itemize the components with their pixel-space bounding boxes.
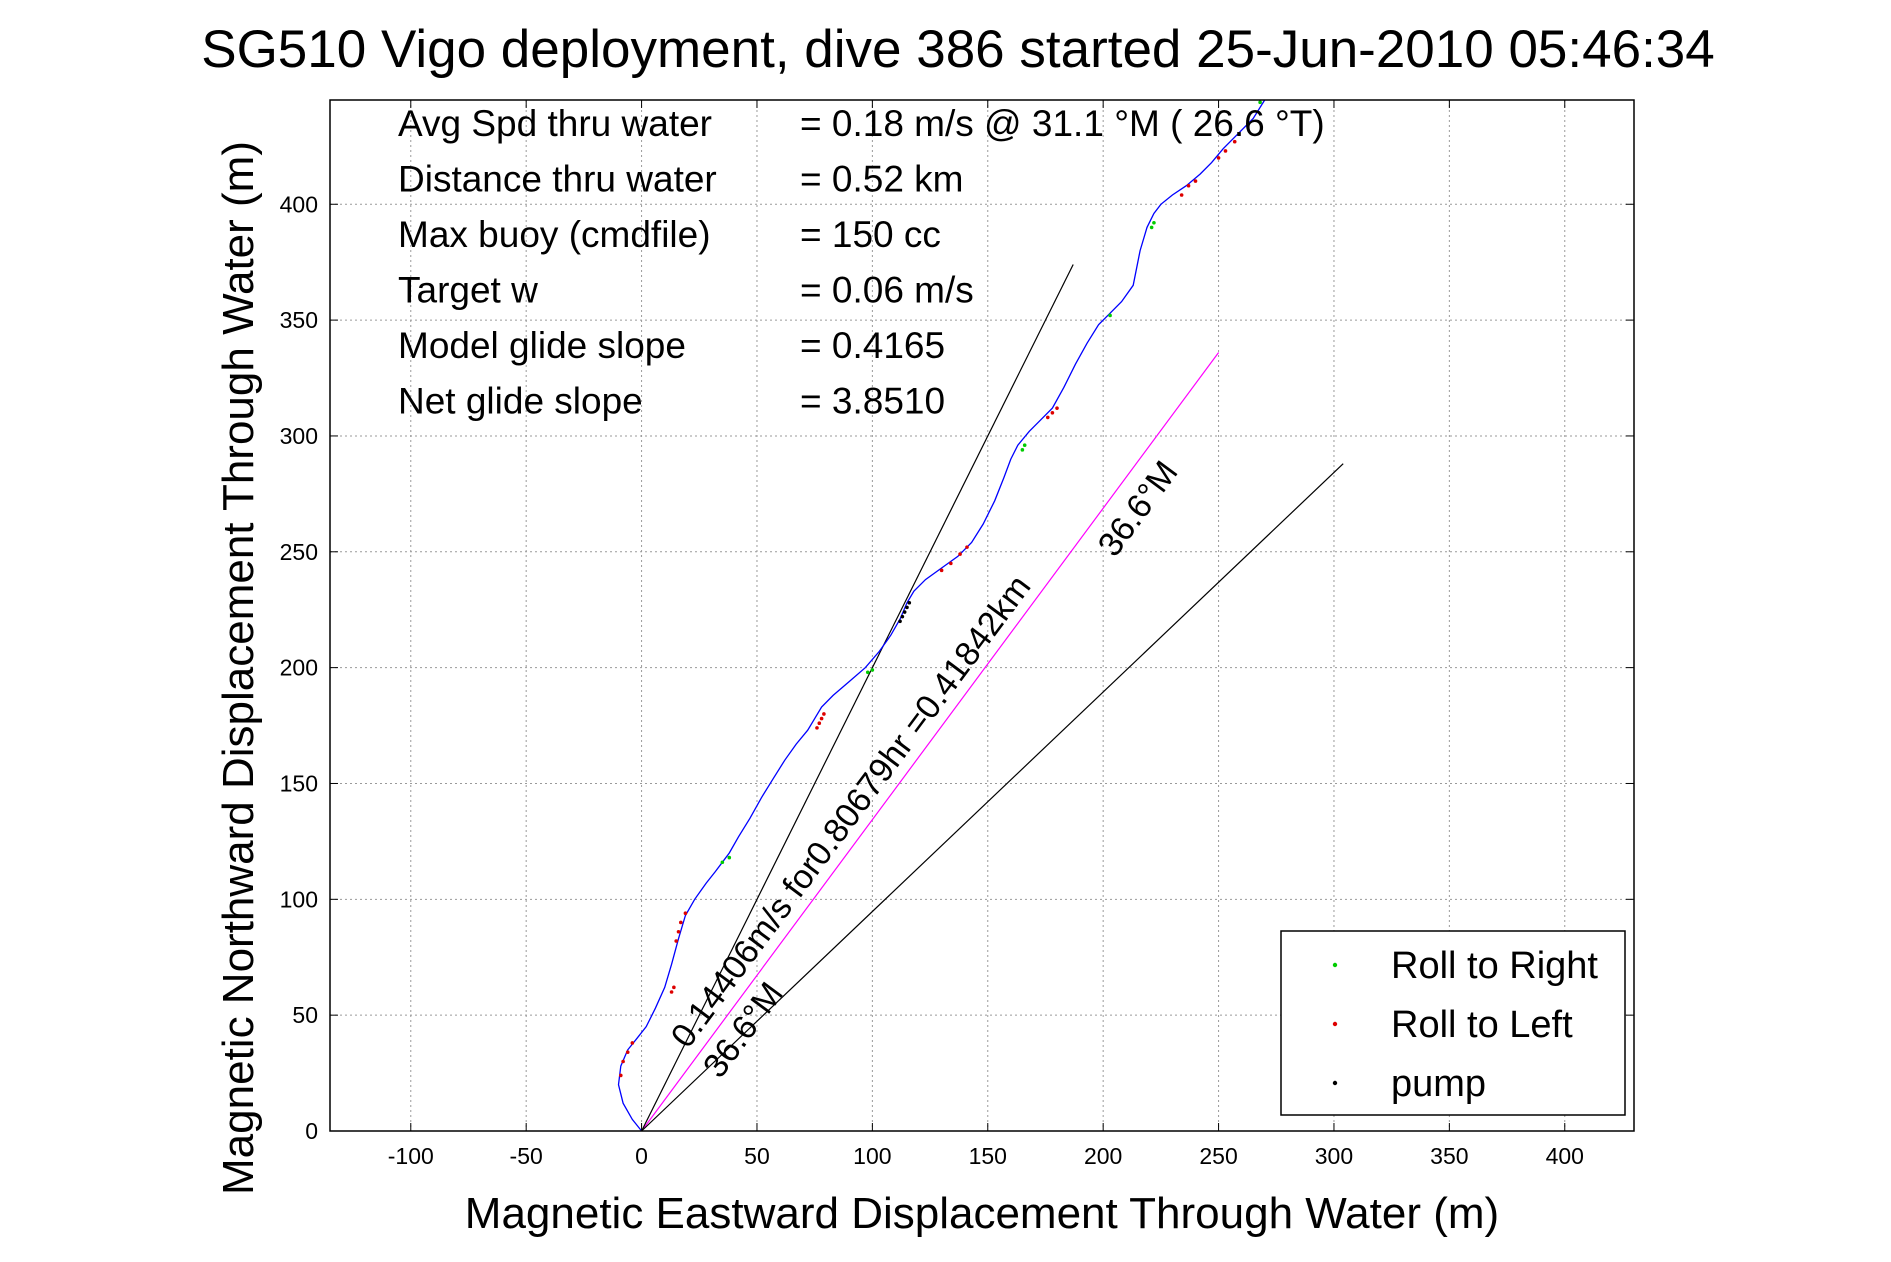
heading-line-upper-line (641, 264, 1074, 1132)
roll-to-right-marker (1020, 448, 1025, 452)
roll-to-right-marker (865, 670, 870, 675)
x-tick-label: 50 (744, 1143, 770, 1169)
roll-to-left-marker (672, 985, 676, 990)
roll-to-left-marker (815, 726, 819, 730)
y-axis-label: Magnetic Northward Displacement Through … (214, 141, 263, 1195)
roll-to-left-marker (1193, 179, 1198, 183)
roll-to-left-marker (817, 721, 822, 726)
info-value: = 0.4165 (800, 325, 945, 366)
x-axis-label: Magnetic Eastward Displacement Through W… (465, 1189, 1499, 1238)
y-tick-label: 0 (305, 1118, 318, 1144)
x-tick-label: 200 (1084, 1143, 1122, 1169)
roll-to-left-marker (1232, 139, 1237, 144)
roll-to-left-marker (965, 545, 969, 549)
roll-to-left-marker (674, 939, 678, 943)
info-value: = 150 cc (800, 214, 941, 255)
roll-to-left-marker (1179, 193, 1184, 197)
info-label: Target w (398, 270, 538, 311)
x-tick-label: -50 (510, 1143, 543, 1169)
x-tick-label: 300 (1315, 1143, 1353, 1169)
y-tick-label: 200 (280, 655, 318, 681)
roll-to-left-marker (669, 990, 674, 994)
x-tick-label: 150 (969, 1143, 1007, 1169)
grid (330, 100, 1634, 1132)
legend-marker (1332, 1080, 1338, 1086)
roll-to-left-marker (949, 561, 953, 566)
roll-to-left-marker (1223, 149, 1228, 153)
roll-to-left-marker (1055, 406, 1059, 410)
x-tick-label: 350 (1430, 1143, 1468, 1169)
roll-to-left-marker (819, 716, 824, 721)
roll-to-right-marker (1108, 313, 1112, 318)
x-tick-label: -100 (388, 1143, 434, 1169)
roll-to-left-marker (1045, 415, 1050, 420)
roll-to-left-marker (958, 552, 962, 556)
roll-to-left-marker (683, 911, 688, 916)
info-value: = 0.52 km (800, 159, 964, 200)
roll-to-left-marker (619, 1073, 623, 1078)
y-tick-label: 400 (280, 191, 318, 217)
info-label: Max buoy (cmdfile) (398, 214, 711, 255)
pump-marker (898, 619, 902, 624)
roll-to-left-marker (625, 1050, 630, 1055)
legend-box (1280, 930, 1626, 1116)
roll-to-left-marker (1216, 156, 1221, 160)
roll-to-left-marker (1050, 410, 1055, 415)
roll-to-right-marker (727, 855, 732, 860)
info-label: Net glide slope (398, 381, 643, 422)
x-tick-label: 100 (853, 1143, 891, 1169)
info-value: = 0.06 m/s (800, 270, 974, 311)
legend-marker (1332, 1021, 1338, 1027)
roll-to-left-marker (679, 920, 683, 925)
pump-marker (902, 610, 907, 614)
pump-marker (907, 600, 912, 605)
y-tick-label: 300 (280, 423, 318, 449)
y-tick-label: 250 (280, 539, 318, 565)
pump-marker (905, 605, 909, 610)
roll-to-right-marker (870, 668, 875, 672)
y-tick-label: 350 (280, 307, 318, 333)
roll-to-left-marker (822, 712, 826, 716)
info-label: Model glide slope (398, 325, 686, 366)
roll-to-left-marker (630, 1041, 635, 1045)
legend-label: Roll to Left (1391, 1004, 1573, 1046)
legend: Roll to Right Roll to Left pump (1280, 930, 1626, 1116)
legend-marker (1332, 962, 1338, 968)
y-tick-label: 50 (292, 1002, 318, 1028)
info-block: Avg Spd thru water = 0.18 m/s @ 31.1 °M (… (398, 103, 1325, 422)
x-tick-label: 400 (1546, 1143, 1584, 1169)
roll-to-left-marker (939, 568, 944, 573)
x-tick-label: 0 (635, 1143, 648, 1169)
x-tick-label: 250 (1199, 1143, 1237, 1169)
y-ticks: 0 50 100 150 200 250 300 350 400 (280, 191, 1634, 1144)
plot-frame (329, 99, 1635, 1132)
depth-averaged-line-line (641, 352, 1220, 1132)
legend-label: pump (1391, 1063, 1486, 1105)
roll-to-left-marker (676, 929, 681, 934)
heading-line-lower-line (641, 463, 1344, 1132)
roll-to-right-marker (1149, 225, 1154, 230)
markers (619, 100, 1262, 1078)
info-value: = 0.18 m/s @ 31.1 °M ( 26.6 °T) (800, 103, 1325, 144)
roll-to-right-marker (1258, 100, 1262, 105)
info-label: Distance thru water (398, 159, 717, 200)
roll-to-right-marker (720, 860, 725, 865)
roll-to-right-marker (1022, 443, 1027, 448)
roll-to-right-marker (1152, 220, 1156, 225)
pump-marker (900, 614, 905, 619)
x-ticks: -100 -50 0 50 100 150 200 250 300 350 400 (388, 100, 1584, 1169)
info-value: = 3.8510 (800, 381, 945, 422)
y-tick-label: 100 (280, 886, 318, 912)
info-label: Avg Spd thru water (398, 103, 712, 144)
chart-title: SG510 Vigo deployment, dive 386 started … (201, 20, 1715, 79)
roll-to-left-marker (1186, 183, 1191, 188)
roll-to-left-marker (621, 1059, 625, 1064)
legend-label: Roll to Right (1391, 945, 1598, 987)
y-tick-label: 150 (280, 770, 318, 796)
